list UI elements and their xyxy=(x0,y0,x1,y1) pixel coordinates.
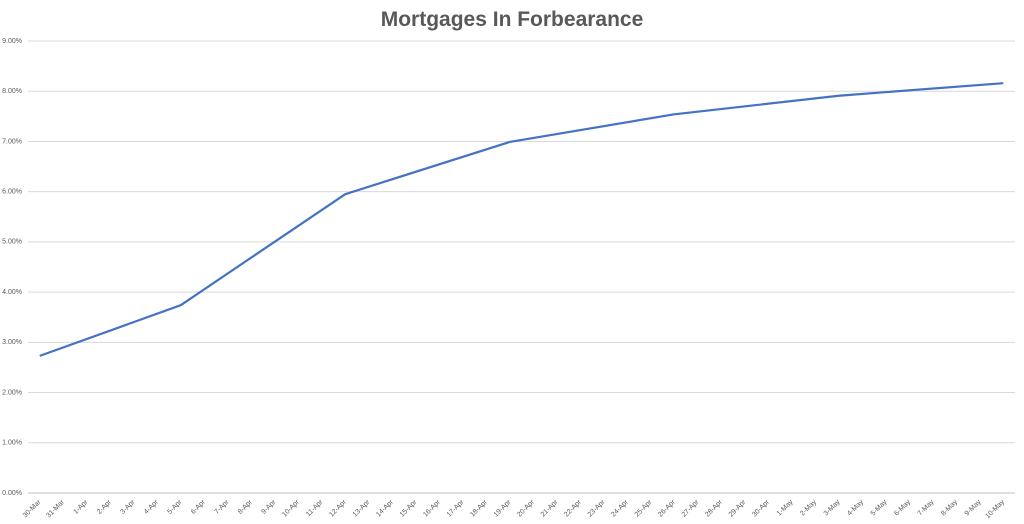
x-tick-label: 12-Apr xyxy=(328,498,348,518)
x-tick-label: 28-Apr xyxy=(704,498,724,518)
x-tick-label: 24-Apr xyxy=(610,498,630,518)
x-tick-label: 7-Apr xyxy=(213,498,231,516)
x-tick-label: 30-Apr xyxy=(751,498,771,518)
x-tick-label: 3-Apr xyxy=(119,498,137,516)
x-tick-label: 18-Apr xyxy=(469,498,489,518)
x-tick-label: 30-Mar xyxy=(22,498,43,519)
x-tick-label: 4-May xyxy=(846,498,865,517)
x-tick-label: 25-Apr xyxy=(634,498,654,518)
y-tick-label: 9.00% xyxy=(2,38,22,45)
x-tick-label: 11-Apr xyxy=(305,498,325,518)
y-tick-label: 4.00% xyxy=(2,289,22,296)
x-tick-label: 21-Apr xyxy=(540,498,560,518)
x-tick-label: 27-Apr xyxy=(681,498,701,518)
x-tick-label: 1-Apr xyxy=(72,498,90,516)
y-tick-label: 6.00% xyxy=(2,189,22,196)
x-tick-label: 10-Apr xyxy=(281,498,301,518)
x-tick-label: 2-May xyxy=(799,498,818,517)
y-tick-label: 3.00% xyxy=(2,339,22,346)
x-tick-label: 19-Apr xyxy=(493,498,513,518)
y-tick-label: 0.00% xyxy=(2,490,22,497)
x-tick-label: 6-May xyxy=(893,498,912,517)
x-tick-label: 3-May xyxy=(823,498,842,517)
x-tick-label: 8-May xyxy=(940,498,959,517)
x-tick-label: 29-Apr xyxy=(728,498,748,518)
x-tick-label: 1-May xyxy=(776,498,795,517)
x-tick-label: 22-Apr xyxy=(563,498,583,518)
x-tick-label: 9-May xyxy=(964,498,983,517)
x-tick-label: 14-Apr xyxy=(375,498,395,518)
x-tick-label: 31-Mar xyxy=(45,498,66,519)
x-tick-label: 13-Apr xyxy=(352,498,372,518)
x-tick-label: 2-Apr xyxy=(96,498,114,516)
x-tick-label: 5-Apr xyxy=(166,498,184,516)
x-tick-label: 16-Apr xyxy=(422,498,442,518)
y-tick-label: 2.00% xyxy=(2,389,22,396)
y-tick-label: 8.00% xyxy=(2,88,22,95)
x-tick-label: 5-May xyxy=(870,498,889,517)
chart-title: Mortgages In Forbearance xyxy=(381,8,644,31)
x-tick-label: 8-Apr xyxy=(237,498,255,516)
x-tick-label: 6-Apr xyxy=(190,498,208,516)
x-tick-label: 10-May xyxy=(985,498,1007,520)
y-tick-label: 1.00% xyxy=(2,440,22,447)
x-tick-label: 26-Apr xyxy=(657,498,677,518)
x-tick-label: 9-Apr xyxy=(260,498,278,516)
x-tick-label: 23-Apr xyxy=(587,498,607,518)
x-tick-label: 15-Apr xyxy=(399,498,419,518)
data-line xyxy=(39,82,1004,357)
y-tick-label: 5.00% xyxy=(2,239,22,246)
x-tick-label: 20-Apr xyxy=(516,498,536,518)
x-tick-label: 17-Apr xyxy=(446,498,466,518)
y-tick-label: 7.00% xyxy=(2,138,22,145)
x-tick-label: 7-May xyxy=(917,498,936,517)
x-tick-label: 4-Apr xyxy=(143,498,161,516)
